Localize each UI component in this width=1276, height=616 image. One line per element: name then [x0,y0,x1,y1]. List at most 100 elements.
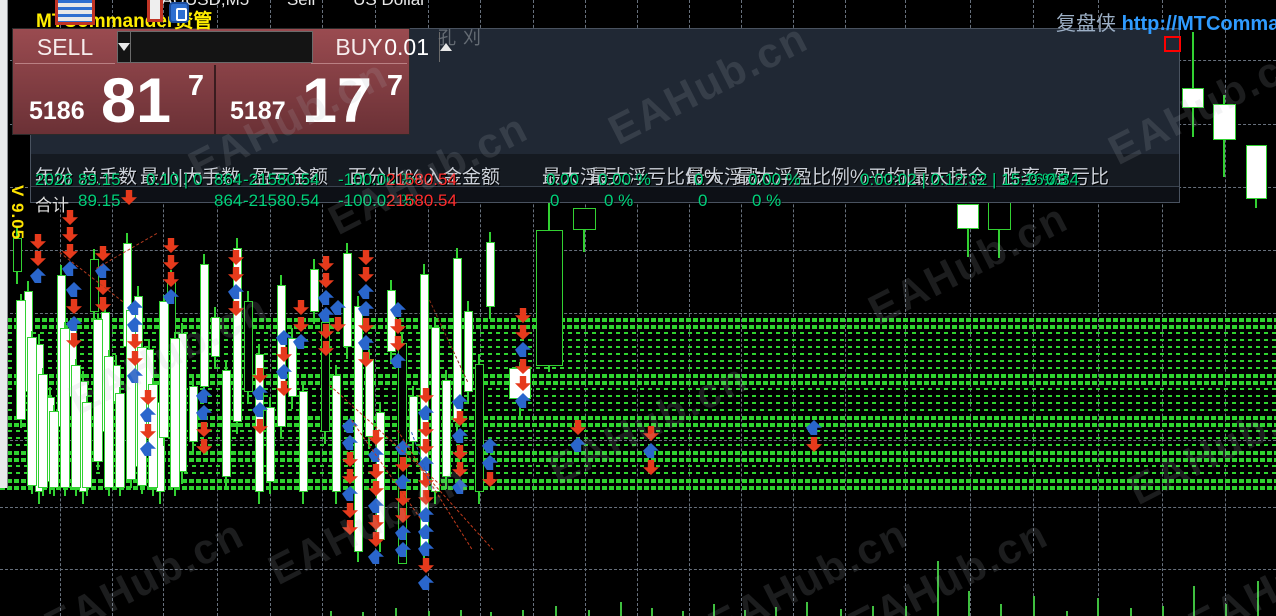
grid-line-horizontal [0,569,1276,570]
sell-arrow-icon [228,267,244,282]
candle-body [27,337,37,486]
app-icon-1[interactable] [55,0,95,25]
candle-body [16,300,26,420]
grid-line-vertical [845,0,846,616]
volume-bar [651,608,653,616]
brand-url[interactable]: http://MTCommander [1121,13,1276,35]
volume-bar [522,610,524,616]
price-level-line [0,395,1276,397]
trend-line [429,300,469,382]
sell-arrow-icon [452,445,468,460]
sell-arrow-icon [806,437,822,452]
buy-arrow-icon [127,317,143,332]
sell-arrow-icon [293,317,309,332]
price-level-line [0,402,1276,404]
price-level-line [0,451,1276,455]
sell-price-prefix: 5186 [29,97,85,125]
grid-line-horizontal [0,440,1276,441]
candle-body [321,322,330,432]
volume-stepper [117,31,452,63]
sell-arrow-icon [358,250,374,265]
app-icon-2[interactable] [147,0,189,25]
candle-wick [1192,32,1194,137]
candle-wick [967,204,969,257]
volume-bar [1257,581,1259,616]
price-level-line [0,381,1276,385]
sell-arrow-icon [196,439,212,454]
grid-line-vertical [322,0,323,616]
volume-bar [395,608,397,616]
sell-arrow-icon [452,411,468,426]
candle-body [288,338,297,397]
sell-button[interactable]: SELL [15,31,115,64]
volume-decrease-button[interactable] [118,32,131,62]
price-level-line [0,339,1276,341]
buy-arrow-icon [95,263,111,278]
sell-arrow-icon [358,267,374,282]
buy-arrow-icon [318,290,334,305]
buy-arrow-icon [643,443,659,458]
volume-input[interactable] [131,32,439,62]
grid-line-vertical [217,0,218,616]
sell-arrow-icon [62,210,78,225]
volume-bar [872,606,874,616]
candle-body [486,242,495,307]
sell-arrow-icon [342,469,358,484]
buy-button[interactable]: BUY [311,31,407,64]
left-scrollbar-strip[interactable] [0,0,8,488]
candle-body [1213,104,1236,140]
sell-arrow-icon [570,420,586,435]
sell-arrow-icon [358,318,374,333]
volume-bar [806,602,808,616]
sell-arrow-icon [62,227,78,242]
sell-price-area[interactable]: 5186 81 7 [15,65,212,134]
grid-line-vertical [1225,0,1226,616]
candle-body [299,391,308,492]
candle-body [354,306,363,552]
sell-arrow-icon [418,422,434,437]
buy-arrow-icon [390,302,406,317]
sell-arrow-icon [368,515,384,530]
buy-price-area[interactable]: 5187 17 7 [214,65,411,134]
chevron-up-icon [440,43,452,51]
sell-arrow-icon [358,352,374,367]
sell-arrow-icon [140,424,156,439]
candle-body [233,248,242,422]
volume-bar [1097,598,1099,616]
sell-arrow-icon [482,472,498,487]
buy-arrow-icon [390,353,406,368]
buy-arrow-icon [342,435,358,450]
buy-arrow-icon [196,388,212,403]
price-level-line [0,437,1276,439]
sell-arrow-icon [418,439,434,454]
sell-arrow-icon [228,301,244,316]
price-level-line [0,444,1276,446]
price-level-line [0,465,1276,467]
buy-arrow-icon [66,316,82,331]
sell-price-superscript: 7 [187,70,204,102]
volume-bar [968,591,970,616]
buy-arrow-icon [570,437,586,452]
grid-line-vertical [970,0,971,616]
one-click-trade-panel: SELL BUY 5186 81 7 5187 17 7 [12,28,452,135]
volume-increase-button[interactable] [439,32,452,62]
candle-body [475,364,484,492]
buy-arrow-icon [330,300,346,315]
sell-arrow-icon [418,558,434,573]
candle-body [71,365,81,488]
app-icon-2-red-part [147,0,163,22]
sell-arrow-icon [515,308,531,323]
candle-body [115,393,125,488]
price-level-line [0,472,1276,474]
volume-bar [490,612,492,616]
sell-arrow-icon [95,297,111,312]
candle-body [93,319,103,462]
sell-arrow-icon [252,368,268,383]
price-level-line [0,423,1276,427]
sell-arrow-icon [66,299,82,314]
buy-arrow-icon [140,407,156,422]
sell-arrow-icon [293,300,309,315]
volume-bar [620,602,622,616]
grid-line-vertical [480,0,481,616]
